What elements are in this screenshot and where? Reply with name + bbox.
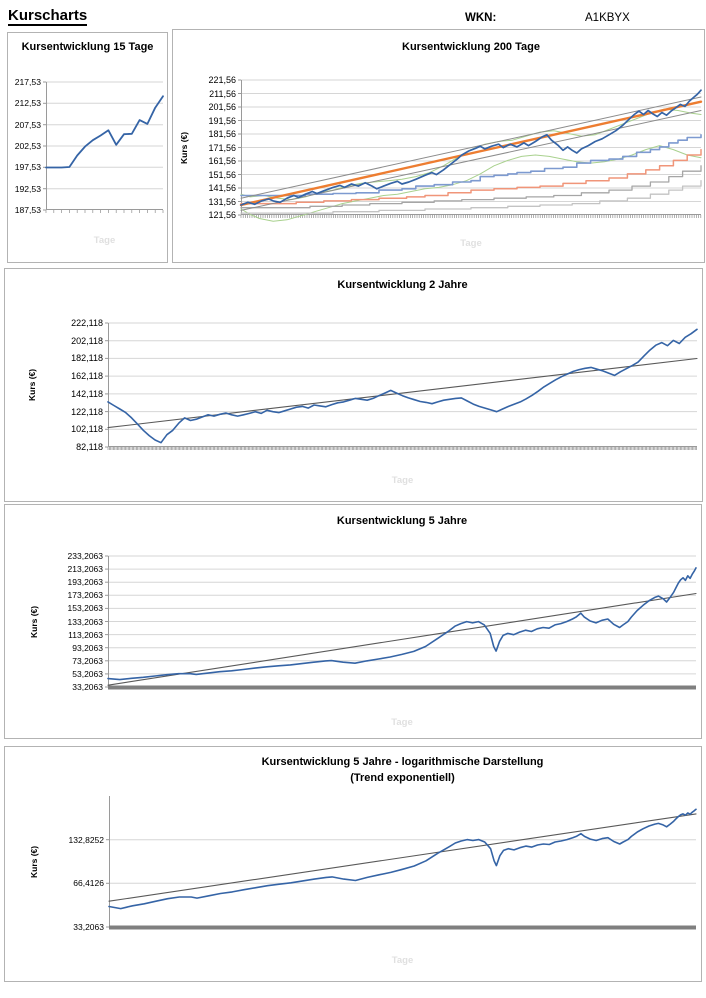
series-level-blue <box>240 134 702 197</box>
plot-area <box>105 322 698 450</box>
chart-title: Kursentwicklung 200 Tage <box>402 41 540 53</box>
y-tick-label: 93,2063 <box>72 642 103 653</box>
y-tick-label: 233,2063 <box>67 551 103 561</box>
chart-card-200-tage: Kursentwicklung 200 Tage Kurs (€) Tage 2… <box>172 29 705 263</box>
series-trend <box>107 592 697 686</box>
series-trend <box>107 357 698 429</box>
series-trend <box>108 813 697 902</box>
x-axis-watermark: Tage <box>391 717 413 728</box>
series-level-salmon <box>240 148 702 205</box>
series-channel-upper <box>240 96 702 199</box>
chart-subtitle: (Trend exponentiell) <box>350 772 455 784</box>
y-tick-label: 153,2063 <box>67 603 103 614</box>
y-tick-label: 53,2063 <box>72 668 103 679</box>
series-price <box>107 328 698 444</box>
y-tick-label: 171,56 <box>208 142 236 153</box>
y-tick-label: 213,2063 <box>67 564 103 575</box>
series-price <box>108 808 697 910</box>
y-tick-label: 201,56 <box>208 102 236 112</box>
y-tick-label: 191,56 <box>208 115 236 126</box>
y-tick-label: 122,118 <box>71 406 103 417</box>
chart-card-5-jahre: Kursentwicklung 5 Jahre Kurs (€) Tage 23… <box>4 504 702 739</box>
y-tick-label: 197,53 <box>14 162 41 173</box>
wkn-label: WKN: <box>465 12 497 24</box>
y-tick-label: 202,53 <box>14 141 41 151</box>
plot-area <box>105 555 697 690</box>
y-tick-label: 66,4126 <box>73 878 104 889</box>
y-tick-label: 33,2063 <box>72 682 103 692</box>
page-title: Kurscharts <box>8 7 88 26</box>
y-tick-label: 33,2063 <box>73 922 104 932</box>
chart-card-15-tage: Kursentwicklung 15 Tage Tage 217,53 212,5… <box>7 32 168 263</box>
chart-title: Kursentwicklung 5 Jahre <box>336 515 468 527</box>
y-tick-label: 82,118 <box>76 442 103 452</box>
y-tick-label: 131,56 <box>208 196 236 207</box>
y-tick-label: 141,56 <box>208 183 236 193</box>
plot-area <box>106 796 697 930</box>
plot-area <box>238 79 703 222</box>
y-tick-label: 202,118 <box>71 335 103 346</box>
y-tick-label: 161,56 <box>208 156 236 166</box>
y-tick-label: 182,118 <box>71 353 103 364</box>
wkn-value: A1KBYX <box>585 12 630 24</box>
x-axis-watermark: Tage <box>93 235 116 246</box>
series-level-gray-1 <box>240 165 702 209</box>
y-tick-label: 73,2063 <box>72 655 103 666</box>
y-tick-label: 212,53 <box>14 98 41 109</box>
chart-card-5-jahre-log: Kursentwicklung 5 Jahre - logarithmische… <box>4 746 702 982</box>
series-trend <box>239 100 703 207</box>
chart-title: Kursentwicklung 15 Tage <box>21 41 154 53</box>
y-tick-label: 221,56 <box>208 75 236 85</box>
plot-area <box>43 81 164 213</box>
y-tick-label: 102,118 <box>71 424 103 435</box>
chart-title: Kursentwicklung 5 Jahre - logarithmische… <box>261 756 544 768</box>
series-channel-lower <box>240 110 702 211</box>
series-level-gray-2 <box>240 180 702 214</box>
chart-title: Kursentwicklung 2 Jahre <box>337 279 468 291</box>
y-tick-label: 151,56 <box>208 169 236 180</box>
y-tick-label: 192,53 <box>14 183 41 194</box>
y-tick-label: 142,118 <box>71 388 103 399</box>
y-tick-label: 217,53 <box>14 77 41 87</box>
y-tick-label: 132,8252 <box>68 834 104 845</box>
y-tick-label: 187,53 <box>14 205 41 215</box>
y-tick-label: 173,2063 <box>67 590 103 601</box>
series-price <box>45 95 164 169</box>
series-price <box>240 89 702 206</box>
y-tick-label: 162,118 <box>71 371 103 382</box>
y-tick-label: 193,2063 <box>67 577 103 588</box>
y-tick-label: 211,56 <box>209 88 236 99</box>
y-tick-label: 121,56 <box>208 210 236 220</box>
x-axis-watermark: Tage <box>391 475 414 486</box>
x-axis-watermark: Tage <box>391 955 414 966</box>
y-tick-label: 207,53 <box>14 119 41 130</box>
x-axis-watermark: Tage <box>460 238 482 249</box>
chart-card-2-jahre: Kursentwicklung 2 Jahre Kurs (€) Tage 22… <box>4 268 703 502</box>
y-tick-label: 222,118 <box>71 318 103 328</box>
y-axis-title: Kurs (€) <box>29 845 39 878</box>
y-tick-label: 181,56 <box>208 129 236 139</box>
series-price <box>107 567 697 681</box>
y-tick-label: 133,2063 <box>67 616 103 627</box>
y-tick-label: 113,2063 <box>68 629 103 640</box>
